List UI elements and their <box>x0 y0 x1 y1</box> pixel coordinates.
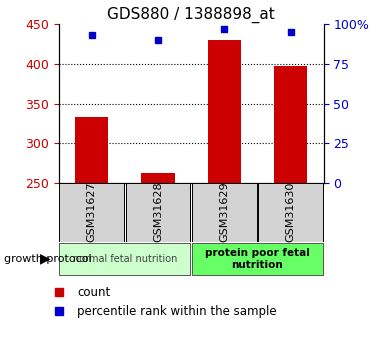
Bar <box>192 243 323 275</box>
Text: GSM31628: GSM31628 <box>153 182 163 243</box>
Text: protein poor fetal
nutrition: protein poor fetal nutrition <box>205 248 310 269</box>
Bar <box>59 243 190 275</box>
Text: percentile rank within the sample: percentile rank within the sample <box>77 305 277 318</box>
Bar <box>192 183 257 242</box>
Bar <box>258 183 323 242</box>
Bar <box>141 173 175 183</box>
Text: growth protocol: growth protocol <box>4 254 92 264</box>
Text: count: count <box>77 286 110 299</box>
Bar <box>207 40 241 183</box>
Text: normal fetal nutrition: normal fetal nutrition <box>73 254 177 264</box>
Text: GSM31629: GSM31629 <box>219 182 229 243</box>
Text: ▶: ▶ <box>40 252 51 266</box>
Bar <box>75 117 108 183</box>
Text: GSM31630: GSM31630 <box>285 182 296 242</box>
Bar <box>59 183 124 242</box>
Text: GSM31627: GSM31627 <box>87 182 97 243</box>
Bar <box>126 183 190 242</box>
Bar <box>274 66 307 183</box>
Title: GDS880 / 1388898_at: GDS880 / 1388898_at <box>107 7 275 23</box>
